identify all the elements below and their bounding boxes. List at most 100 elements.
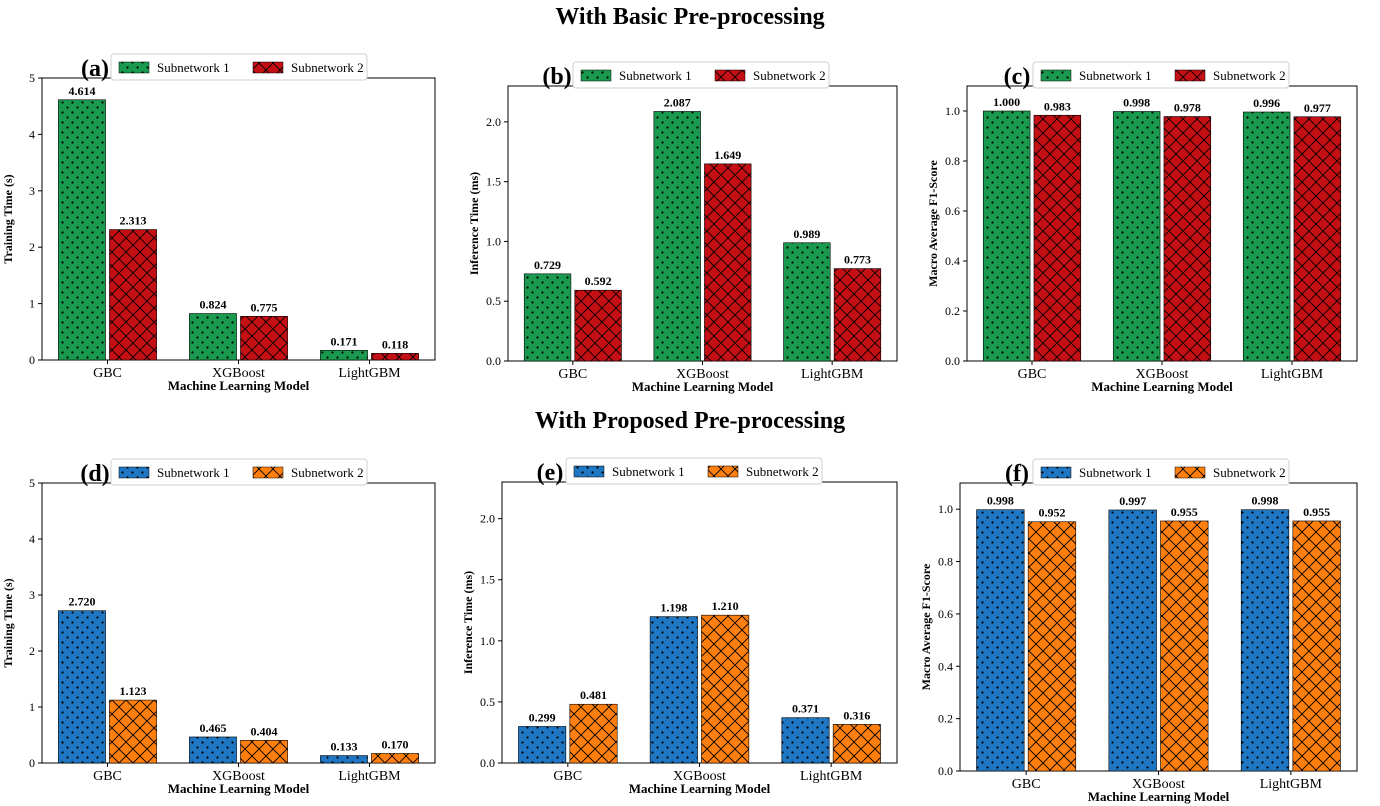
x-tick-label: LightGBM	[1261, 367, 1324, 382]
data-label: 0.955	[1303, 505, 1330, 519]
bar-subnetwork1-gbc	[976, 509, 1025, 772]
y-tick-label: 0.2	[945, 304, 960, 318]
bar-subnetwork2-gbc	[1027, 521, 1077, 772]
data-label: 0.952	[1038, 506, 1065, 520]
legend-box	[572, 61, 830, 89]
y-tick-label: 1.5	[486, 175, 501, 189]
legend-entry: Subnetwork 1	[157, 60, 230, 75]
x-tick-label: LightGBM	[1260, 777, 1323, 792]
x-axis-label: Machine Learning Model	[629, 781, 771, 796]
y-tick-label: 0.6	[945, 204, 960, 218]
bar-subnetwork1-lightgbm	[781, 717, 830, 764]
y-axis-label: Training Time (s)	[1, 174, 15, 263]
data-label: 1.210	[712, 599, 739, 613]
data-label: 0.998	[1252, 494, 1279, 508]
bar-subnetwork1-xgboost	[189, 736, 237, 764]
bar-subnetwork1-xgboost	[653, 111, 701, 362]
legend-box	[110, 53, 368, 81]
panel-label: (b)	[542, 64, 571, 90]
data-label: 0.983	[1044, 99, 1071, 113]
data-label: 0.133	[330, 740, 357, 754]
legend-box	[110, 458, 368, 486]
chart-panel-d: 0 1 2 3 4 5 GBC XGBoost LightGBM 2.720 0.465 0.133 1…	[1, 458, 436, 796]
y-tick-label: 0.5	[486, 294, 501, 308]
chart-panel-f: 0.0 0.2 0.4 0.6 0.8 1.0 GBC XGBoost LightGBM 0.99…	[919, 458, 1358, 804]
y-tick-label: 0.4	[945, 254, 960, 268]
panel-label: (a)	[81, 56, 109, 82]
chart-panel-c: 0.0 0.2 0.4 0.6 0.8 1.0 GBC XGBoost LightGBM 1.00…	[926, 61, 1358, 394]
y-axis-label: Inference Time (ms)	[467, 172, 481, 275]
axes-frame	[501, 481, 898, 764]
bar-subnetwork1-xgboost	[189, 313, 237, 361]
bar-subnetwork1-xgboost	[1112, 111, 1161, 362]
legend-entry: Subnetwork 1	[1079, 68, 1152, 83]
legend-entry: Subnetwork 2	[291, 465, 364, 480]
data-label: 0.118	[382, 337, 408, 351]
legend-swatch	[1040, 69, 1072, 82]
data-label: 0.775	[251, 300, 278, 314]
x-tick-label: XGBoost	[212, 366, 265, 381]
section-title-proposed: With Proposed Pre-processing	[534, 408, 846, 434]
bar-subnetwork2-xgboost	[240, 315, 288, 361]
data-label: 0.729	[534, 258, 561, 272]
y-tick-label: 0.0	[480, 756, 495, 770]
bar-subnetwork2-gbc	[1033, 114, 1082, 362]
legend-swatch	[252, 466, 284, 479]
legend-entry: Subnetwork 1	[1079, 465, 1152, 480]
y-tick-label: 0.2	[938, 712, 953, 726]
bar-subnetwork1-lightgbm	[1242, 111, 1291, 362]
legend: Subnetwork 1 Subnetwork 2	[110, 458, 368, 486]
legend-swatch	[580, 69, 612, 82]
legend-box	[565, 457, 823, 485]
bar-subnetwork1-gbc	[523, 273, 572, 362]
y-tick-label: 2	[29, 644, 35, 658]
data-label: 0.997	[1119, 494, 1146, 508]
bar-subnetwork2-gbc	[569, 703, 618, 764]
data-label: 2.313	[120, 214, 147, 228]
y-tick-label: 0.0	[945, 354, 960, 368]
data-label: 0.481	[580, 688, 607, 702]
legend: Subnetwork 1 Subnetwork 2	[1032, 61, 1290, 89]
y-tick-label: 1.0	[945, 104, 960, 118]
x-axis-label: Machine Learning Model	[632, 379, 774, 394]
bar-subnetwork2-xgboost	[704, 163, 752, 362]
x-tick-label: LightGBM	[800, 769, 863, 784]
data-label: 0.371	[792, 702, 819, 716]
x-tick-label: LightGBM	[338, 769, 401, 784]
bar-subnetwork2-gbc	[109, 229, 157, 361]
legend-swatch	[1174, 69, 1206, 82]
y-axis-label: Training Time (s)	[1, 578, 15, 667]
bar-subnetwork1-lightgbm	[320, 350, 368, 361]
y-tick-label: 1.0	[938, 502, 953, 516]
bar-subnetwork2-lightgbm	[371, 753, 419, 764]
x-axis-label: Machine Learning Model	[1091, 379, 1233, 394]
bar-subnetwork2-lightgbm	[832, 724, 881, 764]
y-tick-label: 4	[29, 532, 35, 546]
data-label: 0.171	[330, 334, 357, 348]
data-label: 0.465	[199, 721, 226, 735]
chart-panel-e: 0.0 0.5 1.0 1.5 2.0 GBC XGBoost LightGBM 0.299 1.…	[461, 457, 898, 796]
x-tick-label: LightGBM	[338, 366, 401, 381]
y-tick-label: 1	[29, 700, 35, 714]
y-tick-label: 0	[29, 756, 35, 770]
x-axis-label: Machine Learning Model	[168, 781, 310, 796]
bar-subnetwork1-xgboost	[1108, 509, 1157, 772]
data-label: 0.978	[1174, 101, 1201, 115]
bar-subnetwork1-xgboost	[649, 616, 698, 764]
data-label: 0.299	[529, 710, 556, 724]
legend-entry: Subnetwork 1	[157, 465, 230, 480]
bar-subnetwork2-xgboost	[1163, 116, 1212, 362]
legend: Subnetwork 1 Subnetwork 2	[572, 61, 830, 89]
bar-subnetwork1-lightgbm	[320, 755, 368, 764]
legend: Subnetwork 1 Subnetwork 2	[1032, 458, 1290, 486]
panel-label: (d)	[80, 461, 109, 487]
x-tick-label: GBC	[558, 367, 587, 382]
x-tick-label: GBC	[93, 769, 122, 784]
bar-subnetwork1-gbc	[58, 99, 106, 361]
legend: Subnetwork 1 Subnetwork 2	[110, 53, 368, 81]
y-tick-label: 1.0	[486, 234, 501, 248]
data-label: 2.720	[68, 595, 95, 609]
legend-swatch	[118, 61, 150, 74]
y-tick-label: 2	[29, 240, 35, 254]
data-label: 0.824	[199, 298, 226, 312]
